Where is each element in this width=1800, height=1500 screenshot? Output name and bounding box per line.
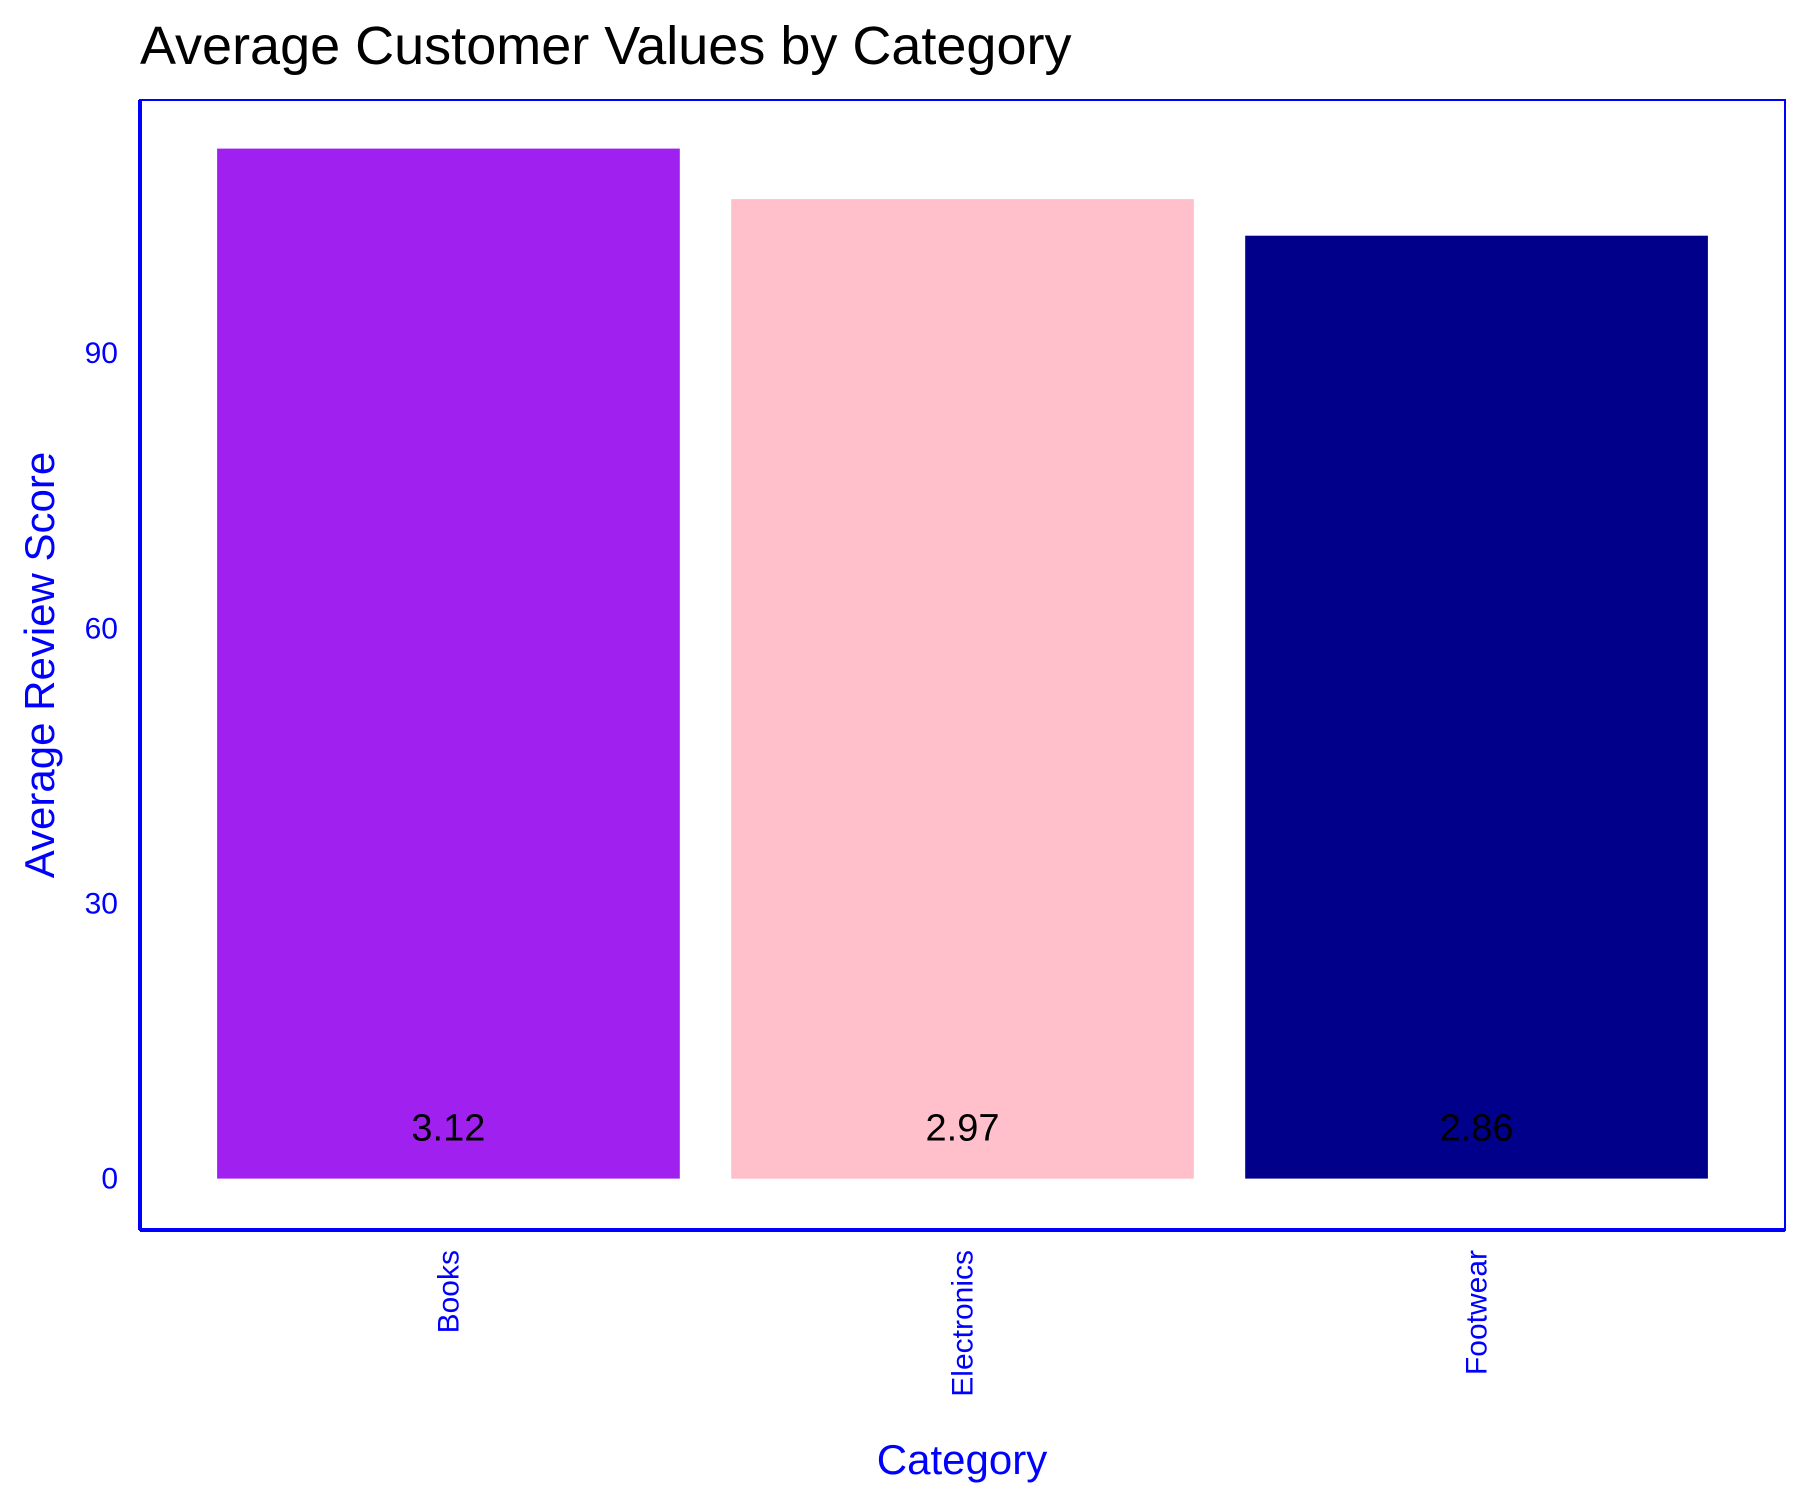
y-tick-label-30: 30 — [85, 888, 118, 921]
data-label-electronics: 2.97 — [926, 1108, 1000, 1150]
x-tick-label-books: Books — [432, 1250, 465, 1333]
y-tick-labels: 0 30 60 90 — [85, 337, 118, 1196]
data-labels-group: 3.12 2.97 2.86 — [411, 1108, 1513, 1150]
bars-group — [217, 148, 1708, 1179]
bar-electronics — [731, 199, 1194, 1179]
y-tick-label-90: 90 — [85, 337, 118, 370]
x-tick-label-electronics: Electronics — [947, 1250, 980, 1397]
x-tick-labels: Books Electronics Footwear — [432, 1250, 1493, 1397]
bar-footwear — [1245, 235, 1708, 1179]
y-tick-label-60: 60 — [85, 612, 118, 645]
x-tick-label-footwear: Footwear — [1461, 1250, 1494, 1375]
data-label-footwear: 2.86 — [1440, 1108, 1514, 1150]
y-tick-label-0: 0 — [101, 1163, 118, 1196]
data-label-books: 3.12 — [411, 1108, 485, 1150]
chart-title: Average Customer Values by Category — [140, 16, 1071, 76]
y-axis-label: Average Review Score — [16, 452, 63, 878]
x-axis-label: Category — [877, 1436, 1047, 1483]
bar-books — [217, 148, 680, 1179]
